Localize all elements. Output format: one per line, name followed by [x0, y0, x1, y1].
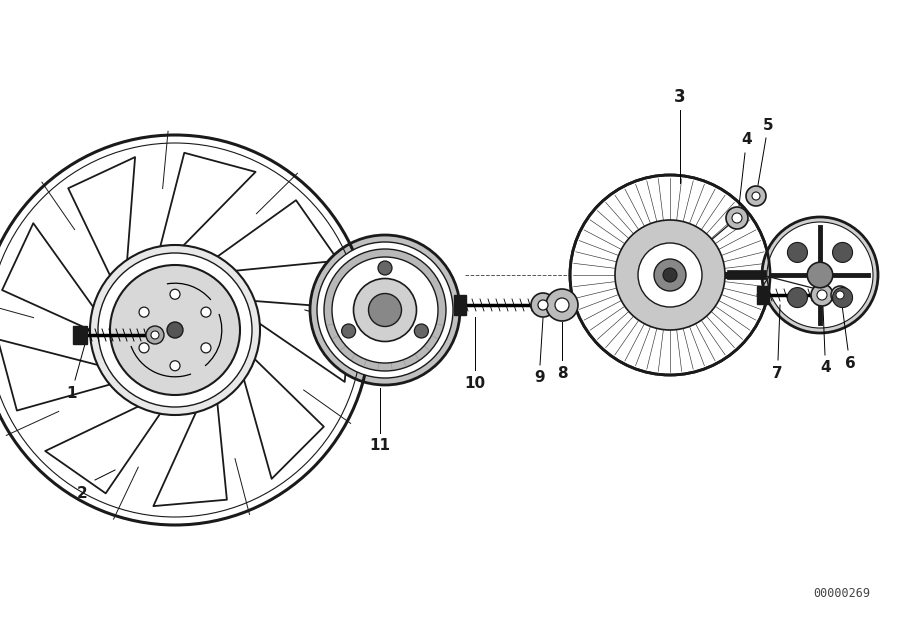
Circle shape — [354, 279, 417, 342]
Polygon shape — [153, 397, 227, 506]
Circle shape — [332, 257, 438, 363]
Text: 6: 6 — [844, 356, 855, 370]
Text: 5: 5 — [762, 119, 773, 133]
Circle shape — [170, 290, 180, 299]
Text: 00000269: 00000269 — [813, 587, 870, 600]
Circle shape — [817, 290, 827, 300]
Circle shape — [317, 242, 453, 378]
Circle shape — [201, 343, 211, 353]
Bar — [454, 295, 466, 315]
Text: 4: 4 — [742, 133, 752, 147]
Circle shape — [139, 307, 149, 317]
Text: 3: 3 — [674, 88, 686, 106]
Circle shape — [615, 220, 725, 330]
Circle shape — [811, 284, 833, 306]
Circle shape — [638, 243, 702, 307]
Circle shape — [170, 361, 180, 371]
Text: 1: 1 — [67, 385, 77, 401]
Polygon shape — [212, 200, 338, 272]
Bar — [757, 286, 769, 304]
Polygon shape — [45, 403, 164, 493]
Circle shape — [555, 298, 569, 312]
Circle shape — [146, 326, 164, 344]
Circle shape — [324, 249, 446, 371]
Circle shape — [788, 243, 807, 262]
Polygon shape — [0, 339, 116, 411]
Polygon shape — [248, 300, 351, 382]
Circle shape — [570, 175, 770, 375]
Circle shape — [767, 222, 873, 328]
Circle shape — [546, 289, 578, 321]
Circle shape — [310, 235, 460, 385]
Circle shape — [732, 213, 742, 223]
Polygon shape — [2, 224, 98, 333]
Circle shape — [531, 293, 555, 317]
Text: 11: 11 — [370, 438, 391, 453]
Circle shape — [762, 217, 878, 333]
Circle shape — [378, 261, 392, 275]
Circle shape — [654, 259, 686, 291]
Text: 9: 9 — [535, 370, 545, 385]
Text: 8: 8 — [557, 366, 567, 380]
Circle shape — [342, 324, 356, 338]
Circle shape — [836, 291, 844, 299]
Circle shape — [663, 268, 677, 282]
Polygon shape — [158, 153, 256, 253]
Circle shape — [538, 300, 548, 310]
Circle shape — [414, 324, 428, 338]
Polygon shape — [68, 157, 135, 281]
Text: 4: 4 — [821, 361, 832, 375]
Circle shape — [788, 288, 807, 307]
Circle shape — [90, 245, 260, 415]
Circle shape — [368, 293, 401, 326]
Circle shape — [151, 331, 159, 339]
Circle shape — [746, 186, 766, 206]
Circle shape — [139, 343, 149, 353]
Circle shape — [201, 307, 211, 317]
Bar — [73, 326, 87, 344]
Circle shape — [832, 288, 852, 307]
Circle shape — [831, 286, 849, 304]
Text: 10: 10 — [464, 375, 486, 391]
Circle shape — [110, 265, 240, 395]
Circle shape — [807, 262, 833, 288]
Text: 7: 7 — [771, 366, 782, 380]
Polygon shape — [242, 354, 324, 479]
Circle shape — [98, 253, 252, 407]
Circle shape — [726, 207, 748, 229]
Circle shape — [752, 192, 760, 200]
Circle shape — [167, 322, 183, 338]
Text: 2: 2 — [76, 486, 87, 500]
Circle shape — [832, 243, 852, 262]
